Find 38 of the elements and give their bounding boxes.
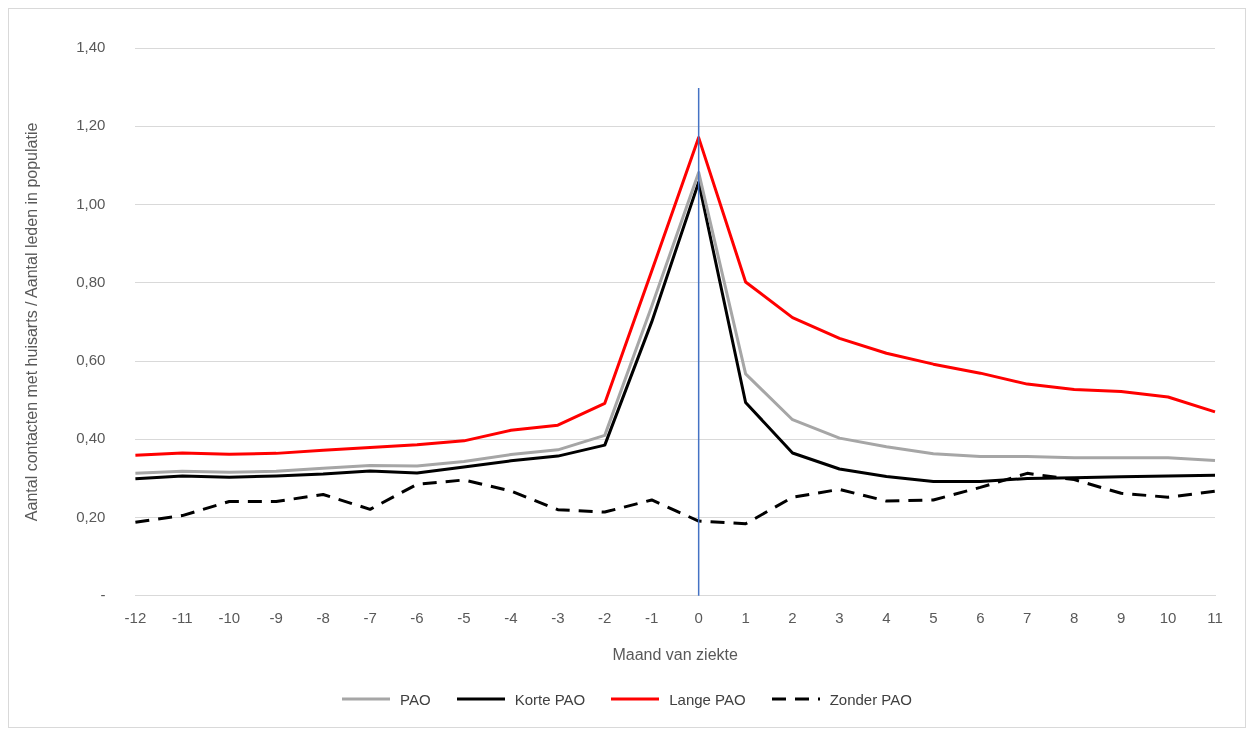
- x-tick-label: -2: [598, 608, 612, 626]
- y-tick-label: 0,80: [76, 272, 106, 290]
- x-tick-label: 11: [1207, 608, 1223, 626]
- x-tick-label: -12: [124, 608, 147, 626]
- y-tick-label: -: [100, 585, 106, 603]
- legend-label: Zonder PAO: [829, 690, 912, 708]
- x-tick-label: 9: [1116, 608, 1126, 626]
- x-tick-label: -1: [645, 608, 659, 626]
- x-tick-label: 1: [741, 608, 750, 626]
- x-tick-label: 0: [694, 608, 703, 626]
- x-tick-label: -11: [172, 608, 193, 626]
- x-tick-label: -3: [551, 608, 565, 626]
- x-tick-label: -10: [218, 608, 241, 626]
- y-tick-label: 0,20: [76, 507, 106, 525]
- x-axis-title: Maand van ziekte: [612, 645, 738, 663]
- y-tick-label: 0,60: [76, 351, 106, 369]
- x-tick-label: 2: [788, 608, 797, 626]
- legend-label: Korte PAO: [514, 690, 586, 708]
- x-tick-label: -8: [316, 608, 330, 626]
- x-tick-label: 7: [1023, 608, 1032, 626]
- y-axis-title: Aantal contacten met huisarts / Aantal leden in populatie: [23, 122, 41, 522]
- legend-label: Lange PAO: [669, 690, 746, 708]
- y-tick-label: 1,20: [76, 116, 106, 134]
- x-tick-label: 3: [835, 608, 844, 626]
- x-tick-label: -7: [363, 608, 377, 626]
- y-tick-label: 0,40: [76, 429, 106, 447]
- x-tick-label: 10: [1159, 608, 1177, 626]
- x-tick-label: -9: [269, 608, 283, 626]
- x-tick-label: -6: [410, 608, 424, 626]
- x-tick-label: 6: [976, 608, 985, 626]
- x-tick-label: 8: [1070, 608, 1079, 626]
- x-tick-label: 5: [929, 608, 938, 626]
- y-tick-label: 1,00: [76, 194, 106, 212]
- y-tick-label: 1,40: [76, 38, 106, 56]
- x-tick-label: -4: [504, 608, 518, 626]
- legend-label: PAO: [400, 690, 431, 708]
- x-tick-label: -5: [457, 608, 471, 626]
- x-tick-label: 4: [882, 608, 891, 626]
